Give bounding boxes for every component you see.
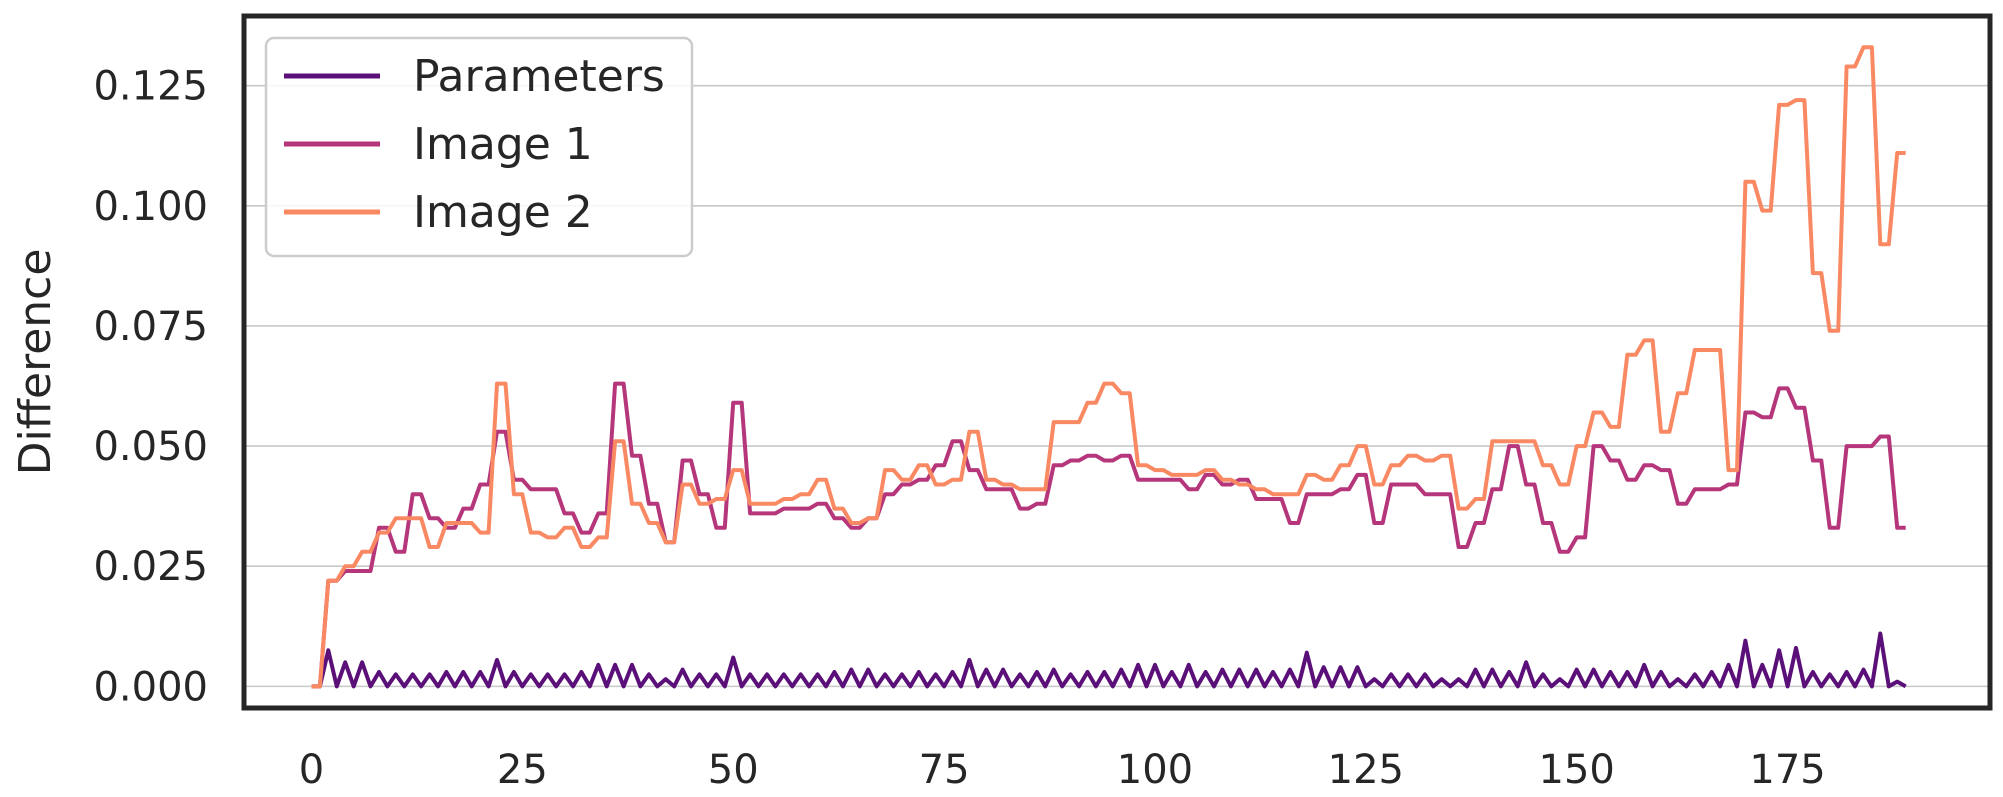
y-tick-label: 0.000: [93, 664, 208, 710]
x-tick-label: 25: [497, 747, 548, 793]
legend: Parameters Image 1 Image 2: [264, 36, 694, 258]
series-line-3: [311, 45, 1906, 689]
y-axis-label: Difference: [10, 249, 61, 476]
x-tick-label: 100: [1117, 747, 1193, 793]
x-tick-label: 175: [1749, 747, 1825, 793]
legend-label: Parameters: [413, 51, 665, 102]
legend-label: Image 2: [413, 187, 593, 238]
y-tick-labels: 0.000 0.025 0.050 0.075 0.100 0.125: [93, 64, 208, 711]
x-tick-label: 50: [708, 747, 759, 793]
series-lines: [311, 45, 1907, 689]
y-tick-label: 0.050: [93, 424, 208, 470]
x-tick-label: 75: [919, 747, 970, 793]
x-tick-label: 125: [1328, 747, 1404, 793]
x-tick-labels: 0 25 50 75 100 125 150 175: [299, 747, 1826, 793]
legend-label: Image 1: [413, 119, 593, 170]
y-tick-label: 0.075: [93, 304, 208, 350]
y-tick-label: 0.100: [93, 184, 208, 230]
gridlines: [244, 84, 1990, 688]
x-tick-label: 0: [299, 747, 324, 793]
legend-box: [264, 36, 694, 258]
y-tick-label: 0.025: [93, 544, 208, 590]
x-tick-label: 150: [1539, 747, 1615, 793]
y-tick-label: 0.125: [93, 64, 208, 110]
series-line-2: [311, 381, 1906, 689]
series-line-1: [311, 631, 1907, 689]
plot-frame: [241, 13, 1993, 711]
